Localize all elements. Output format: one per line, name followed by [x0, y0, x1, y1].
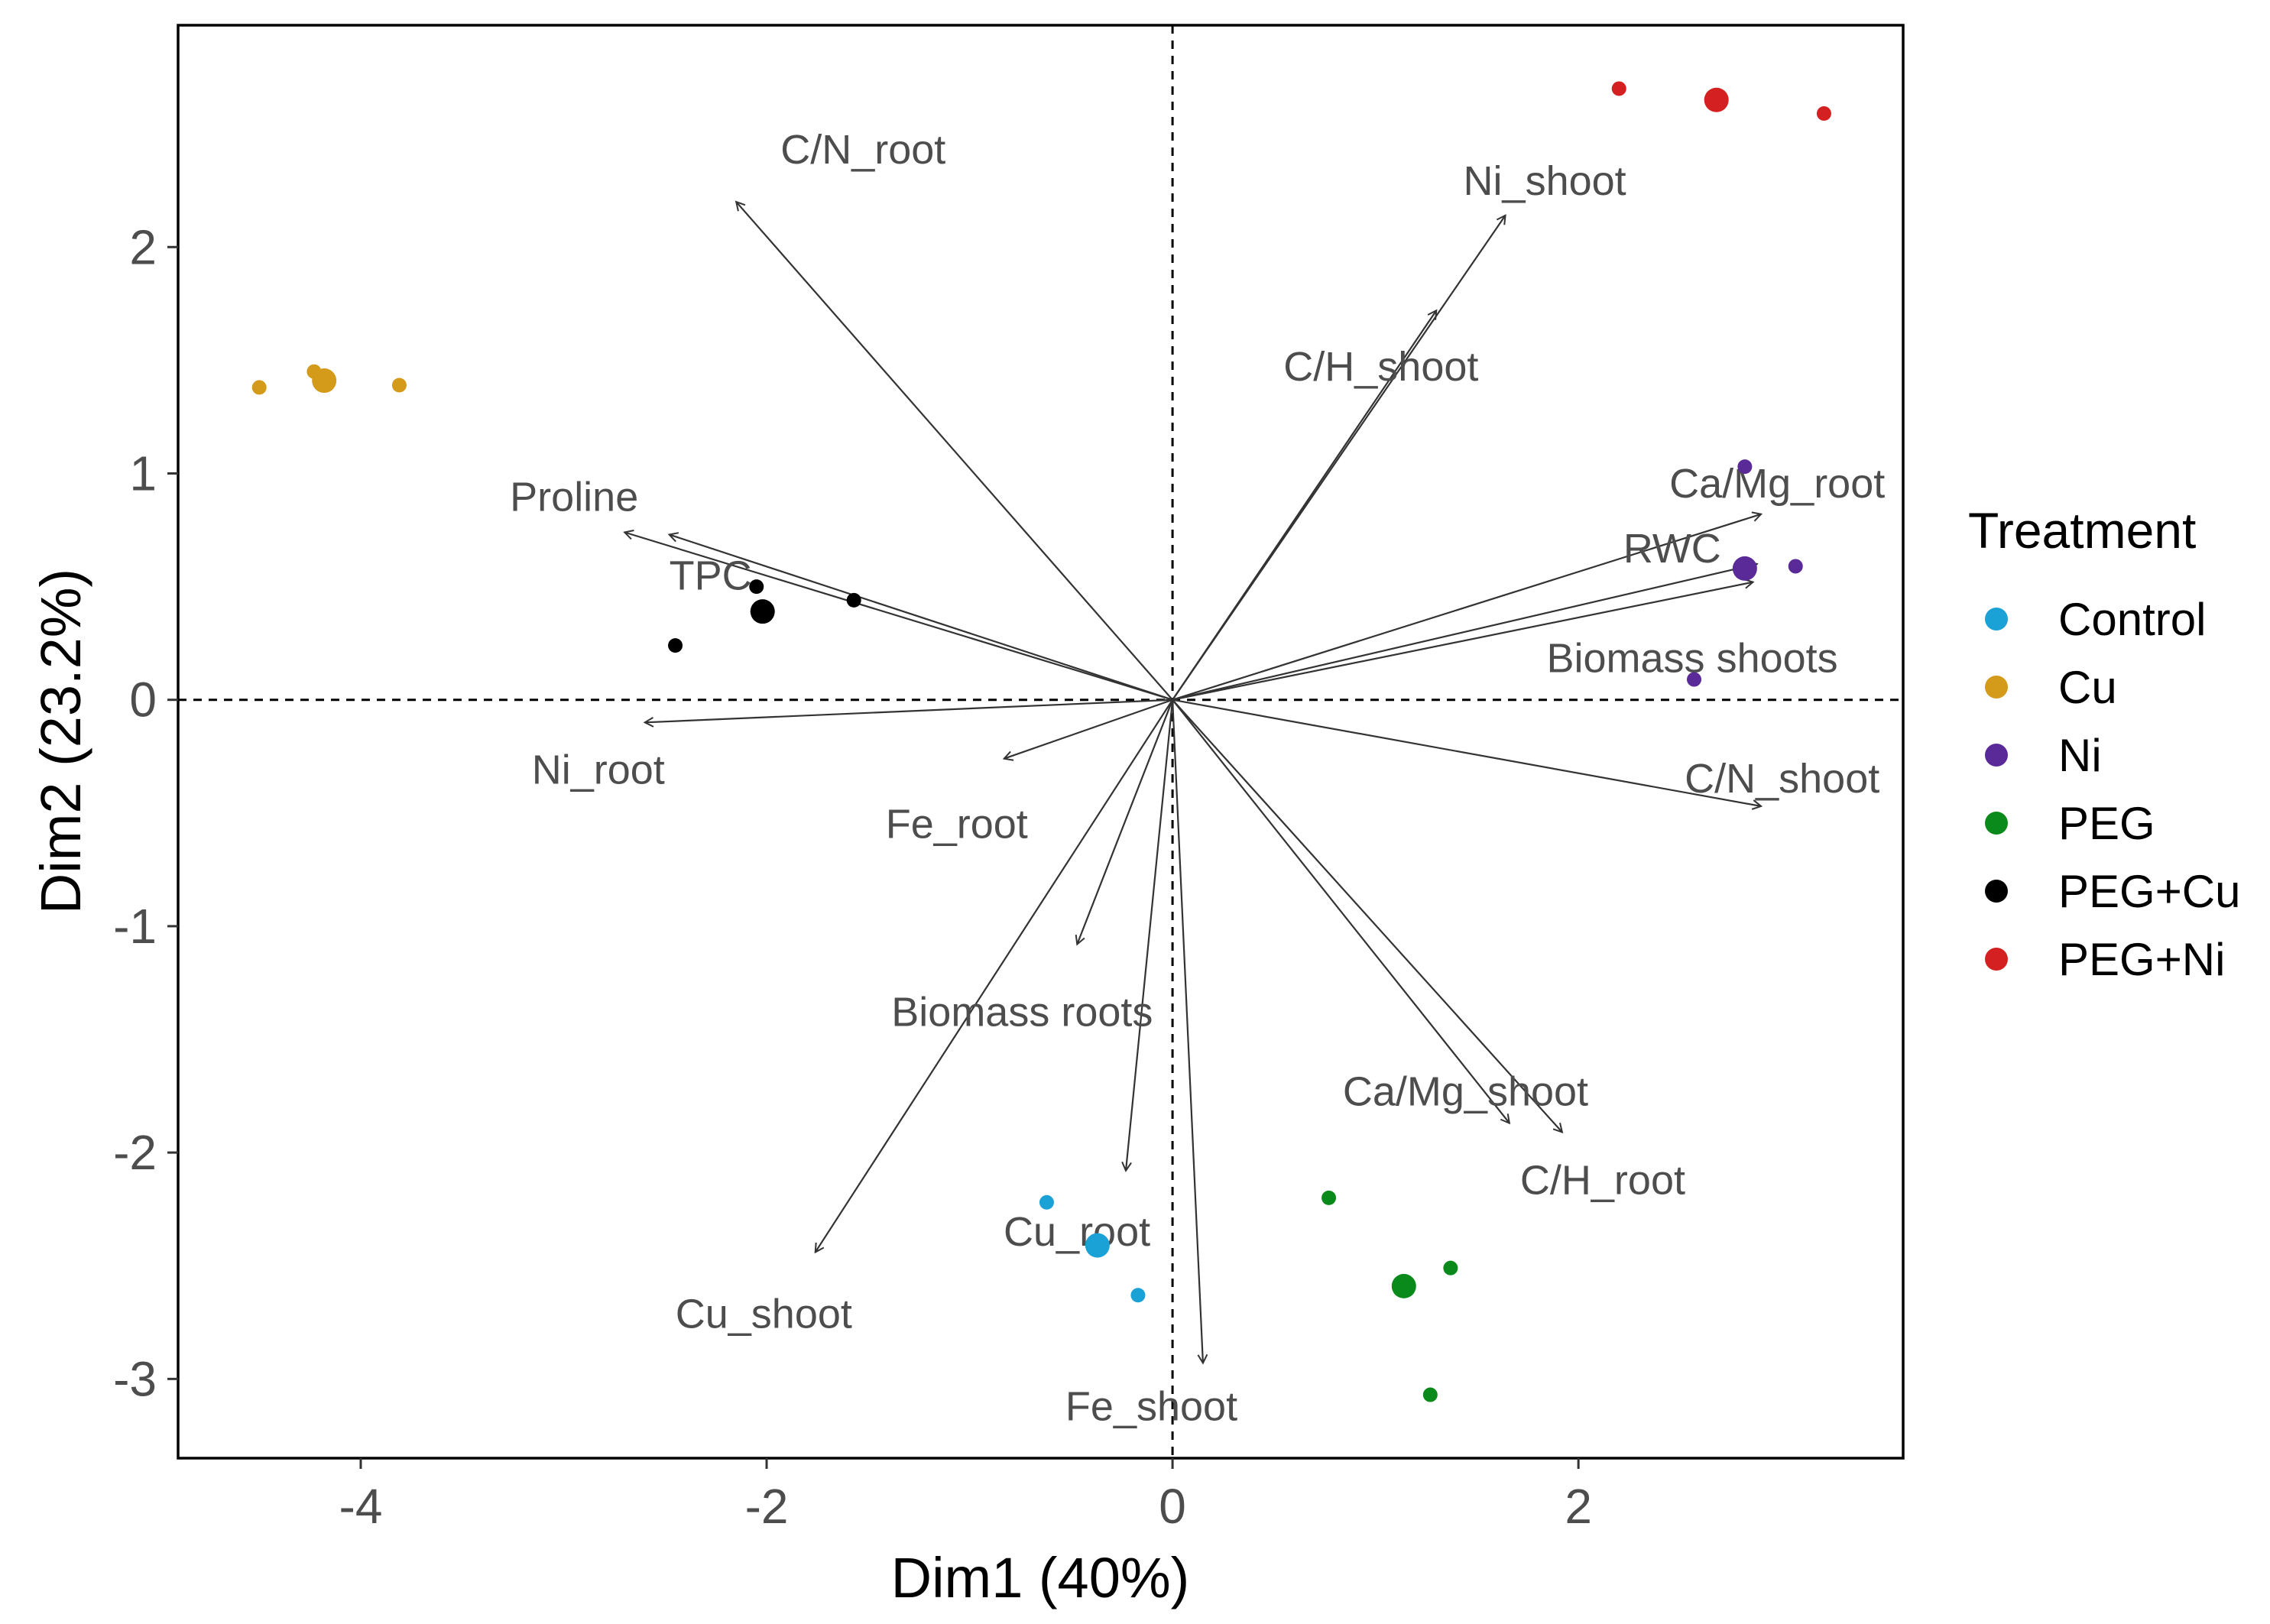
arrow-ca-mg-root — [1172, 514, 1761, 701]
label-ca-mg-shoot: Ca/Mg_shoot — [1343, 1069, 1588, 1115]
arrow-tpc — [670, 534, 1173, 701]
legend-label-ni: Ni — [2058, 730, 2102, 781]
arrow-c-h-shoot — [1172, 310, 1436, 701]
x-tick-label: 0 — [1159, 1479, 1186, 1534]
point-peg-3 — [1422, 1387, 1438, 1402]
label-rwc: RWC — [1623, 526, 1721, 572]
point-peg-cu-3 — [668, 638, 683, 653]
centroid-cu — [312, 368, 337, 394]
label-fe-shoot: Fe_shoot — [1065, 1384, 1237, 1430]
label-c-n-root: C/N_root — [780, 127, 945, 173]
label-ni-shoot: Ni_shoot — [1464, 158, 1626, 204]
y-axis-title: Dim2 (23.2%) — [29, 569, 92, 914]
point-control-1 — [1039, 1194, 1054, 1210]
x-tick-label: -2 — [745, 1479, 789, 1534]
arrow-rwc — [1172, 564, 1757, 701]
y-tick-label: 2 — [129, 219, 157, 274]
point-peg-2 — [1443, 1260, 1458, 1276]
arrow-biomass-roots — [1077, 699, 1174, 945]
point-cu-4 — [391, 378, 407, 393]
centroid-control — [1085, 1233, 1110, 1258]
arrow-c-n-root — [736, 202, 1173, 701]
legend-key-cu — [1985, 676, 2008, 699]
x-axis-title: Dim1 (40%) — [891, 1546, 1190, 1609]
point-peg-1 — [1321, 1190, 1337, 1205]
arrow-cu-root — [1126, 699, 1174, 1171]
legend-label-peg: PEG — [2058, 798, 2155, 849]
label-fe-root: Fe_root — [886, 802, 1028, 848]
plot-border — [177, 24, 1905, 1460]
x-tick-label: 2 — [1565, 1479, 1592, 1534]
label-c-h-root: C/H_root — [1520, 1157, 1685, 1203]
variable-arrows — [624, 202, 1761, 1363]
point-peg-ni-1 — [1611, 81, 1626, 96]
observation-points — [251, 81, 1831, 1402]
arrow-fe-shoot — [1171, 699, 1203, 1363]
legend-title: Treatment — [1968, 502, 2196, 559]
plot-panel — [178, 25, 1903, 1458]
arrow-ni-root — [645, 699, 1173, 723]
point-control-2 — [1130, 1288, 1146, 1303]
y-tick-label: 0 — [129, 673, 157, 728]
label-biomass-roots: Biomass roots — [891, 990, 1153, 1036]
centroid-ni — [1732, 556, 1757, 581]
label-cu-root: Cu_root — [1004, 1209, 1150, 1255]
label-ni-root: Ni_root — [532, 747, 665, 793]
point-peg-ni-2 — [1816, 106, 1831, 122]
y-tick-label: 1 — [129, 446, 157, 501]
point-cu-1 — [251, 380, 267, 395]
label-cu-shoot: Cu_shoot — [676, 1291, 852, 1337]
arrow-c-n-shoot — [1172, 699, 1761, 806]
legend-key-control — [1985, 608, 2008, 630]
label-c-n-shoot: C/N_shoot — [1685, 756, 1879, 802]
legend-label-cu: Cu — [2058, 662, 2117, 713]
arrow-c-h-root — [1172, 699, 1562, 1133]
point-ni-1 — [1737, 459, 1753, 475]
centroid-peg — [1391, 1273, 1416, 1298]
legend-label-peg-ni: PEG+Ni — [2058, 934, 2225, 985]
legend-key-ni — [1985, 744, 2008, 767]
point-peg-cu-1 — [749, 579, 764, 595]
y-tick-label: -3 — [113, 1351, 157, 1406]
legend-key-peg-cu — [1985, 880, 2008, 903]
legend-label-peg-cu: PEG+Cu — [2058, 866, 2240, 917]
centroid-peg-ni — [1704, 87, 1729, 112]
arrow-fe-root — [1004, 699, 1173, 759]
label-ca-mg-root: Ca/Mg_root — [1669, 461, 1885, 507]
legend-key-peg-ni — [1985, 948, 2008, 971]
point-ni-3 — [1687, 672, 1702, 687]
legend-key-peg — [1985, 812, 2008, 835]
y-tick-label: -2 — [113, 1125, 157, 1180]
arrow-biomass-shoots — [1172, 582, 1753, 701]
point-peg-cu-2 — [846, 592, 861, 608]
arrow-ca-mg-shoot — [1172, 699, 1510, 1123]
legend-label-control: Control — [2058, 594, 2206, 645]
reference-lines — [178, 25, 1903, 1458]
label-c-h-shoot: C/H_shoot — [1283, 344, 1478, 390]
x-axis: -4 -2 0 2 — [339, 1458, 1592, 1534]
x-tick-label: -4 — [339, 1479, 383, 1534]
centroid-peg-cu — [750, 599, 775, 624]
legend-items: Control Cu Ni PEG PEG+Cu PEG+Ni — [1985, 594, 2240, 985]
label-tpc: TPC — [670, 553, 752, 598]
y-tick-label: -1 — [113, 899, 157, 954]
y-axis: -3 -2 -1 0 1 2 — [113, 219, 178, 1406]
arrow-proline — [624, 533, 1173, 701]
point-ni-2 — [1788, 559, 1803, 574]
label-proline: Proline — [510, 475, 638, 520]
legend: Treatment Control Cu Ni PEG PEG+Cu PEG+Ni — [1968, 502, 2240, 985]
arrow-cu-shoot — [816, 699, 1174, 1253]
